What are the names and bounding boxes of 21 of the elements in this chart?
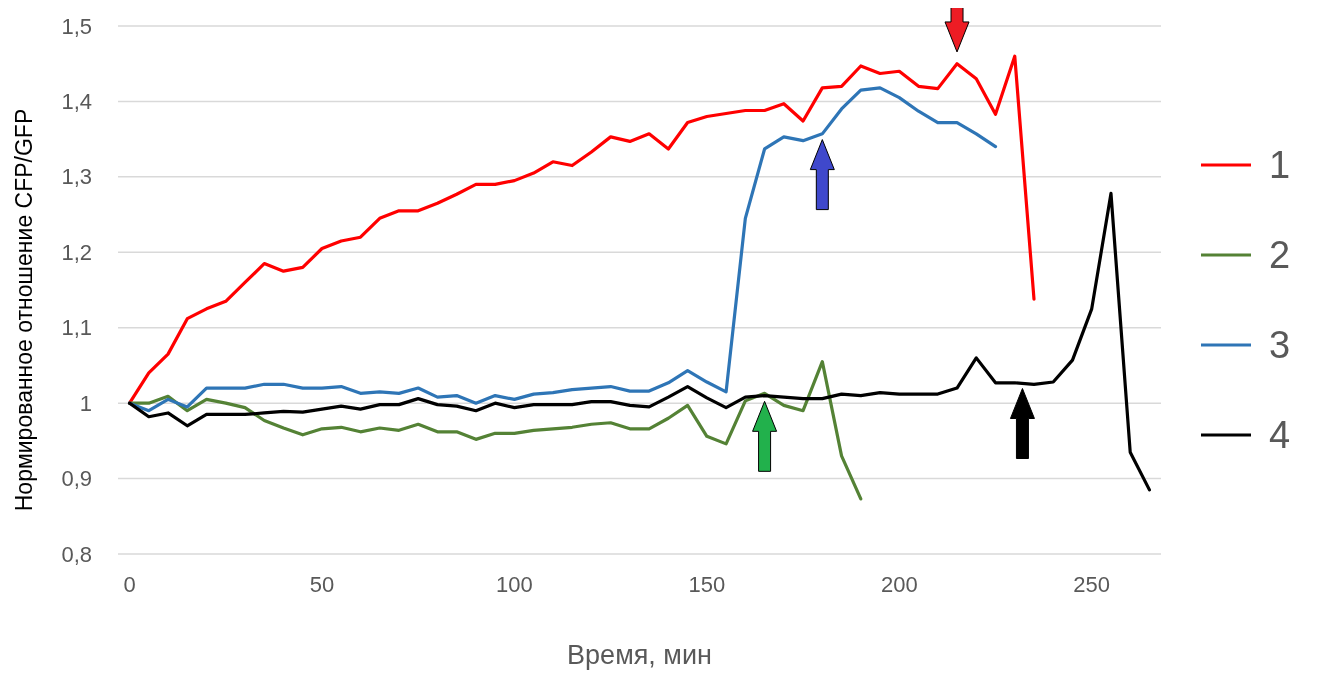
y-tick-label: 0,9	[61, 466, 92, 492]
legend-label: 4	[1269, 414, 1291, 456]
y-axis-title: Нормированное отношение CFP/GFP	[11, 108, 37, 512]
y-tick-label: 1,3	[61, 164, 92, 190]
y-tick-label: 1,1	[61, 315, 92, 341]
x-tick-label: 250	[1073, 572, 1111, 597]
x-axis-title: Время, мин	[567, 640, 712, 670]
legend-label: 1	[1269, 144, 1291, 186]
legend-label: 3	[1269, 324, 1291, 366]
x-tick-label: 150	[688, 572, 726, 597]
line-series	[127, 191, 1152, 492]
y-tick-label: 1,4	[61, 88, 92, 114]
x-tick-label: 100	[496, 572, 533, 597]
y-tick-label: 1,5	[61, 13, 92, 39]
legend-label: 2	[1269, 234, 1291, 276]
y-tick-label: 1,2	[61, 239, 92, 265]
y-tick-label: 1	[79, 390, 92, 416]
x-tick-label: 50	[309, 572, 335, 597]
y-tick-label: 0,8	[61, 541, 92, 567]
x-tick-label: 0	[123, 572, 136, 597]
x-tick-label: 200	[880, 572, 918, 597]
